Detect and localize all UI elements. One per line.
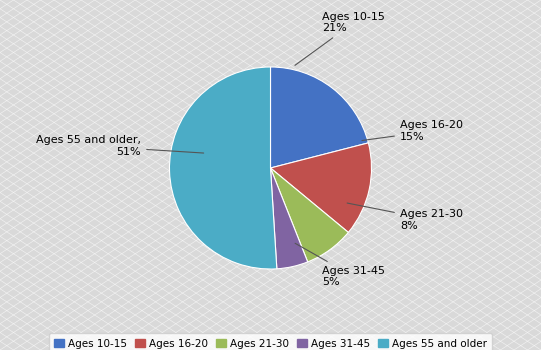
Text: Ages 55 and older,
51%: Ages 55 and older, 51% bbox=[36, 135, 203, 156]
Wedge shape bbox=[270, 143, 372, 232]
Wedge shape bbox=[270, 67, 368, 168]
Text: Ages 10-15
21%: Ages 10-15 21% bbox=[295, 12, 385, 65]
Legend: Ages 10-15, Ages 16-20, Ages 21-30, Ages 31-45, Ages 55 and older: Ages 10-15, Ages 16-20, Ages 21-30, Ages… bbox=[49, 333, 492, 350]
Text: Ages 16-20
15%: Ages 16-20 15% bbox=[362, 120, 463, 142]
Wedge shape bbox=[169, 67, 277, 269]
Text: Ages 31-45
5%: Ages 31-45 5% bbox=[295, 243, 385, 287]
Wedge shape bbox=[270, 168, 348, 262]
Text: Ages 21-30
8%: Ages 21-30 8% bbox=[347, 203, 463, 231]
Wedge shape bbox=[270, 168, 308, 269]
